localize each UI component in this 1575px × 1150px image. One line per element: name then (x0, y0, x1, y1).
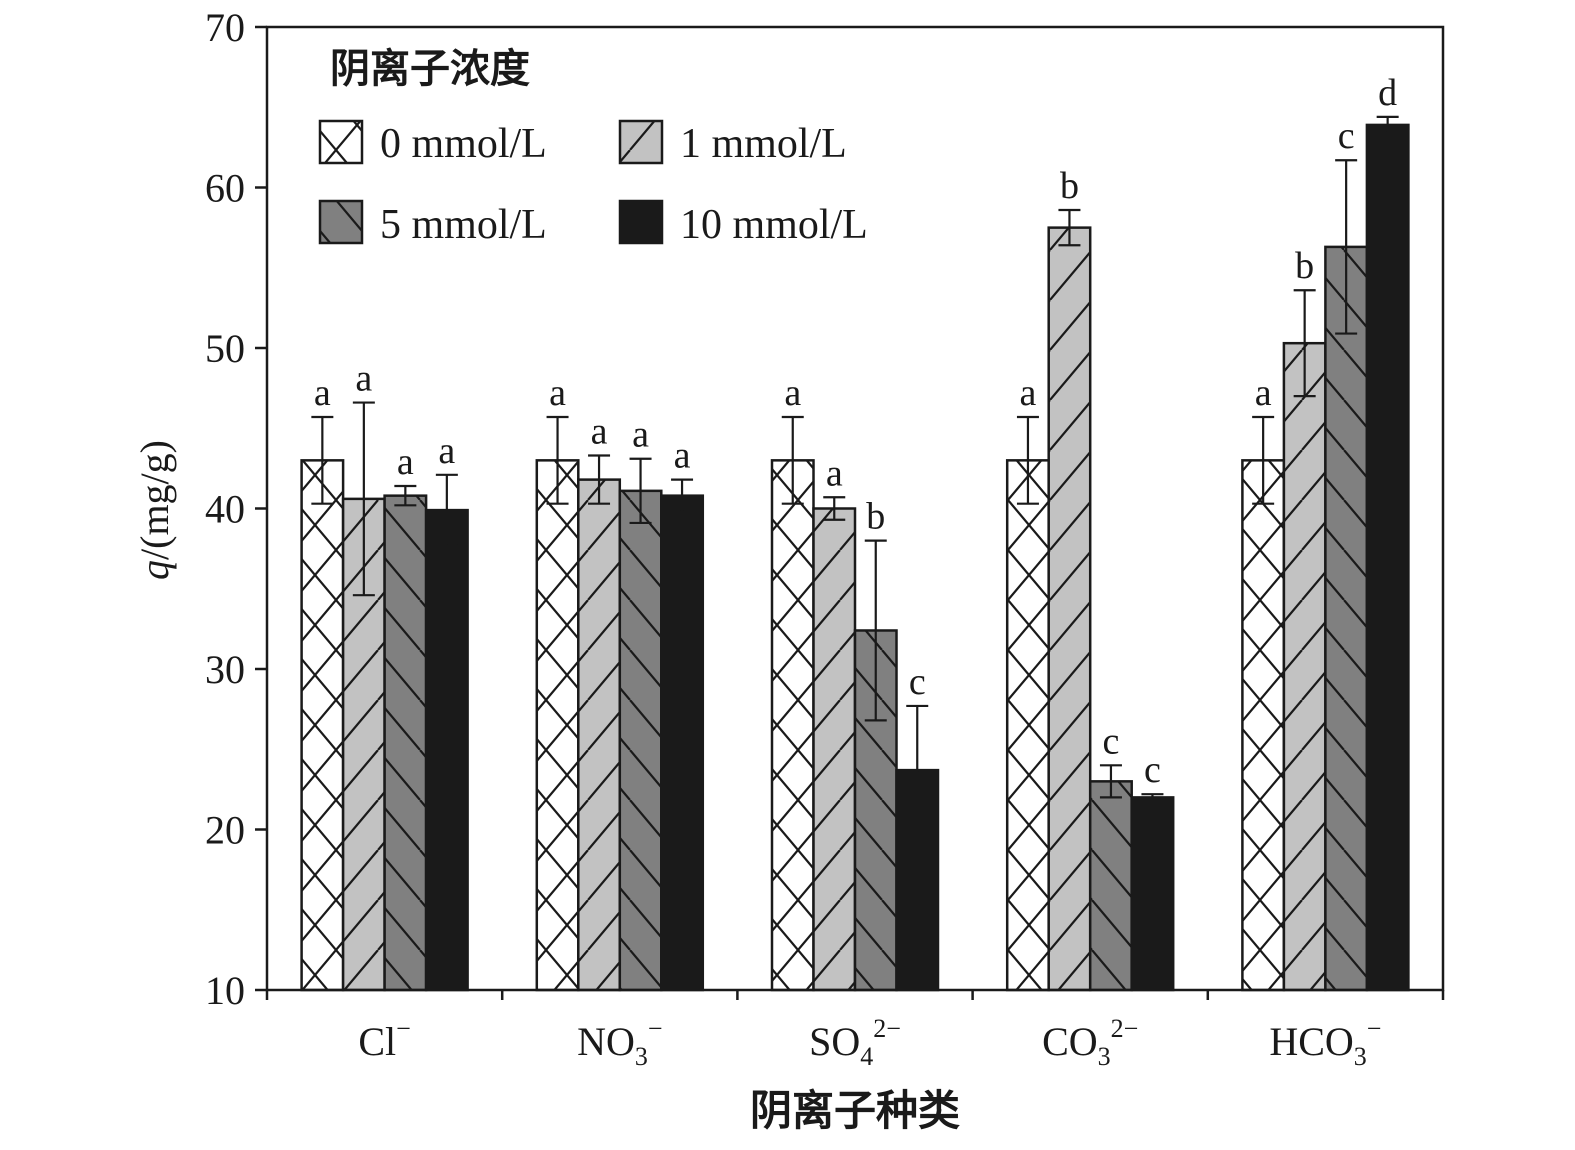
bar (1365, 123, 1410, 992)
legend-item-3: 10 mmol/L (618, 199, 868, 248)
significance-label: a (674, 435, 691, 477)
legend-item-1: 1 mmol/L (618, 119, 847, 167)
y-tick-label: 20 (205, 808, 245, 853)
legend-item-2: 5 mmol/L (318, 199, 547, 248)
bar (812, 507, 857, 992)
significance-label: a (1255, 372, 1272, 414)
y-tick-label: 60 (205, 166, 245, 211)
bar (1282, 341, 1327, 992)
legend-swatch-2 (318, 199, 364, 245)
significance-label: b (866, 496, 885, 538)
bar (577, 478, 622, 992)
significance-label: a (826, 452, 843, 494)
bar (1005, 459, 1050, 992)
bar (618, 489, 663, 992)
significance-label: a (549, 372, 566, 414)
legend-label-3: 10 mmol/L (680, 202, 868, 248)
x-tick-label: HCO3− (1269, 1014, 1381, 1071)
significance-label: a (591, 411, 608, 453)
legend-label-2: 5 mmol/L (380, 202, 547, 248)
bar (770, 459, 815, 992)
legend-swatch-1 (618, 119, 664, 165)
significance-label: a (314, 372, 331, 414)
bar (1088, 780, 1133, 992)
x-tick-label: SO42− (809, 1014, 901, 1071)
y-tick-label: 30 (205, 647, 245, 692)
x-tick-label: NO3− (577, 1014, 662, 1071)
significance-label: c (1338, 115, 1355, 157)
significance-label: b (1295, 245, 1314, 287)
significance-label: a (397, 441, 414, 483)
legend-swatch-0 (318, 119, 364, 165)
y-tick-label: 40 (205, 487, 245, 532)
y-axis-label-unit: /(mg/g) (132, 440, 177, 560)
y-tick-label: 50 (205, 326, 245, 371)
x-axis-label: 阴离子种类 (750, 1086, 960, 1135)
bar (300, 459, 345, 992)
y-tick-label: 70 (205, 5, 245, 50)
significance-label: a (438, 430, 455, 472)
x-tick-label: CO32− (1042, 1014, 1138, 1071)
significance-label: a (355, 358, 372, 400)
significance-label: d (1378, 72, 1397, 114)
bar (1241, 459, 1286, 992)
legend-label-0: 0 mmol/L (380, 121, 547, 167)
legend-item-0: 0 mmol/L (318, 119, 547, 167)
significance-label: b (1060, 165, 1079, 207)
y-axis-label: q/(mg/g) (132, 440, 177, 580)
y-axis-label-var: q (132, 560, 177, 580)
bar (424, 508, 469, 992)
significance-label: a (1020, 372, 1037, 414)
bar (1130, 796, 1175, 992)
legend-swatch-3 (618, 199, 664, 245)
significance-label: a (632, 414, 649, 456)
significance-label: a (784, 372, 801, 414)
y-tick-label: 10 (205, 968, 245, 1013)
significance-label: c (909, 661, 926, 703)
legend-label-1: 1 mmol/L (680, 121, 847, 167)
bar (1047, 226, 1092, 992)
x-tick-label: Cl− (358, 1014, 410, 1064)
significance-label: c (1144, 749, 1161, 791)
bar (383, 494, 428, 992)
bar (660, 494, 705, 992)
bar (535, 459, 580, 992)
legend-title: 阴离子浓度 (330, 46, 530, 92)
bar (1324, 245, 1369, 992)
legend: 阴离子浓度 0 mmol/L 1 mmol/L 5 mmol/L 10 mmol… (318, 46, 868, 248)
significance-label: c (1103, 720, 1120, 762)
